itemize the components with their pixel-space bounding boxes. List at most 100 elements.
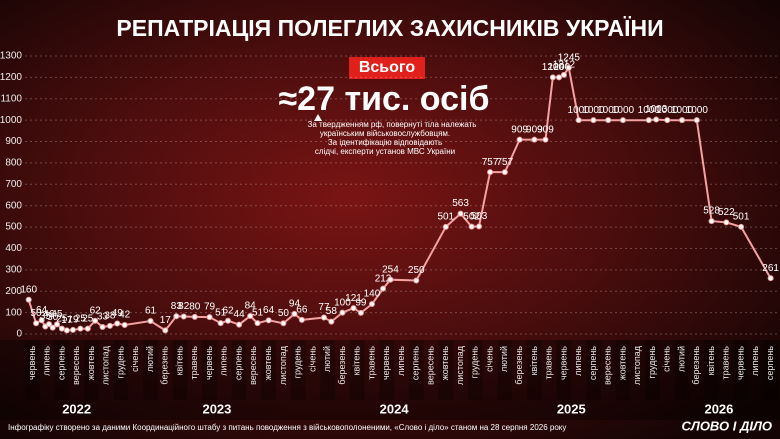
x-tick-label: жовтень [86, 346, 96, 381]
data-point [53, 321, 60, 328]
data-label: 17 [61, 315, 73, 326]
data-point [619, 117, 626, 124]
month-stripe [527, 340, 542, 400]
year-label: 2022 [62, 401, 91, 416]
data-label: 64 [263, 305, 275, 316]
data-label: 1000 [671, 105, 694, 116]
data-label: 909 [537, 124, 554, 135]
data-point [339, 309, 346, 316]
x-tick-label: квітень [174, 346, 184, 376]
month-stripe [143, 340, 158, 400]
data-label: 35 [40, 311, 52, 322]
data-label: 51 [252, 308, 264, 319]
data-label: 62 [90, 305, 102, 316]
data-point [476, 223, 483, 230]
x-tick-label: жовтень [263, 346, 273, 381]
data-label: 261 [762, 263, 779, 274]
data-point [147, 317, 154, 324]
data-label: 502 [463, 211, 480, 222]
data-label: 563 [452, 198, 469, 209]
month-stripe [320, 340, 336, 400]
axis-band [0, 340, 780, 420]
title: РЕПАТРІАЦІЯ ПОЛЕГЛИХ ЗАХИСНИКІВ УКРАЇНИ [116, 15, 663, 41]
data-label: 77 [318, 302, 330, 313]
data-point [645, 117, 652, 124]
data-label: 100 [334, 297, 351, 308]
data-point [265, 317, 272, 324]
x-tick-label: грудень [115, 346, 125, 379]
data-label: 1000 [686, 105, 709, 116]
data-point [162, 327, 169, 334]
data-point [114, 320, 121, 327]
data-label: 522 [718, 207, 735, 218]
data-label: 254 [382, 264, 399, 275]
data-point [84, 325, 91, 332]
data-label: 25 [56, 313, 68, 324]
month-stripe [25, 340, 40, 400]
data-point [328, 318, 335, 325]
data-point [225, 317, 232, 324]
month-stripe [615, 340, 631, 400]
x-tick-label: червень [381, 346, 391, 380]
data-label: 64 [36, 305, 48, 316]
data-point [33, 320, 40, 327]
year-label: 2025 [557, 401, 586, 416]
data-point [320, 314, 327, 321]
data-label: 62 [222, 305, 234, 316]
data-label: 757 [497, 157, 514, 168]
month-stripe [497, 340, 513, 400]
annotation-line: українським військовослужбовцям. [320, 129, 450, 138]
x-tick-label: грудень [470, 346, 480, 379]
data-point [516, 136, 523, 143]
x-tick-label: листопад [455, 345, 465, 385]
data-label: 38 [104, 311, 116, 322]
data-label: 58 [326, 306, 338, 317]
data-point [575, 117, 582, 124]
month-stripe [645, 340, 660, 400]
data-label: 1000 [656, 105, 679, 116]
month-stripe [231, 340, 247, 400]
data-point [590, 117, 597, 124]
data-label: 160 [20, 284, 37, 295]
x-tick-label: червень [27, 346, 37, 380]
y-tick-label: 0 [16, 329, 22, 340]
data-label: 1000 [597, 105, 620, 116]
month-stripe [290, 340, 306, 400]
x-tick-label: травень [721, 346, 731, 380]
data-point [180, 313, 187, 320]
x-tick-label: березень [691, 346, 701, 385]
footer: Інфографіку створено за даними Координац… [8, 423, 566, 432]
x-tick-label: листопад [278, 345, 288, 385]
data-label: 17 [160, 315, 172, 326]
data-label: 1000 [568, 105, 591, 116]
data-point [542, 136, 549, 143]
y-tick-label: 600 [5, 200, 22, 211]
data-label: 1000 [612, 105, 635, 116]
data-label: 909 [511, 124, 528, 135]
data-label: 66 [296, 305, 308, 316]
data-point [501, 169, 508, 176]
data-point [217, 320, 224, 327]
data-point [69, 326, 76, 333]
month-stripe [408, 340, 424, 400]
x-tick-label: грудень [647, 346, 657, 379]
x-tick-label: серпень [233, 346, 243, 380]
data-point [206, 314, 213, 321]
x-tick-label: листопад [632, 345, 642, 385]
data-label: 503 [471, 211, 488, 222]
x-tick-label: червень [204, 346, 214, 380]
data-label: 140 [364, 289, 381, 300]
x-tick-label: липень [573, 346, 583, 376]
x-tick-label: січень [307, 346, 317, 372]
x-tick-label: липень [219, 346, 229, 376]
x-tick-label: серпень [765, 346, 775, 380]
data-label: 25 [75, 313, 87, 324]
annotation: За твердженням рф, повернуті тіла належа… [308, 120, 477, 156]
x-tick-label: квітень [352, 346, 362, 376]
data-label: 50 [278, 308, 290, 319]
data-label: 1000 [638, 105, 661, 116]
data-label: 1245 [558, 52, 581, 63]
data-point [280, 320, 287, 327]
data-point [679, 117, 686, 124]
